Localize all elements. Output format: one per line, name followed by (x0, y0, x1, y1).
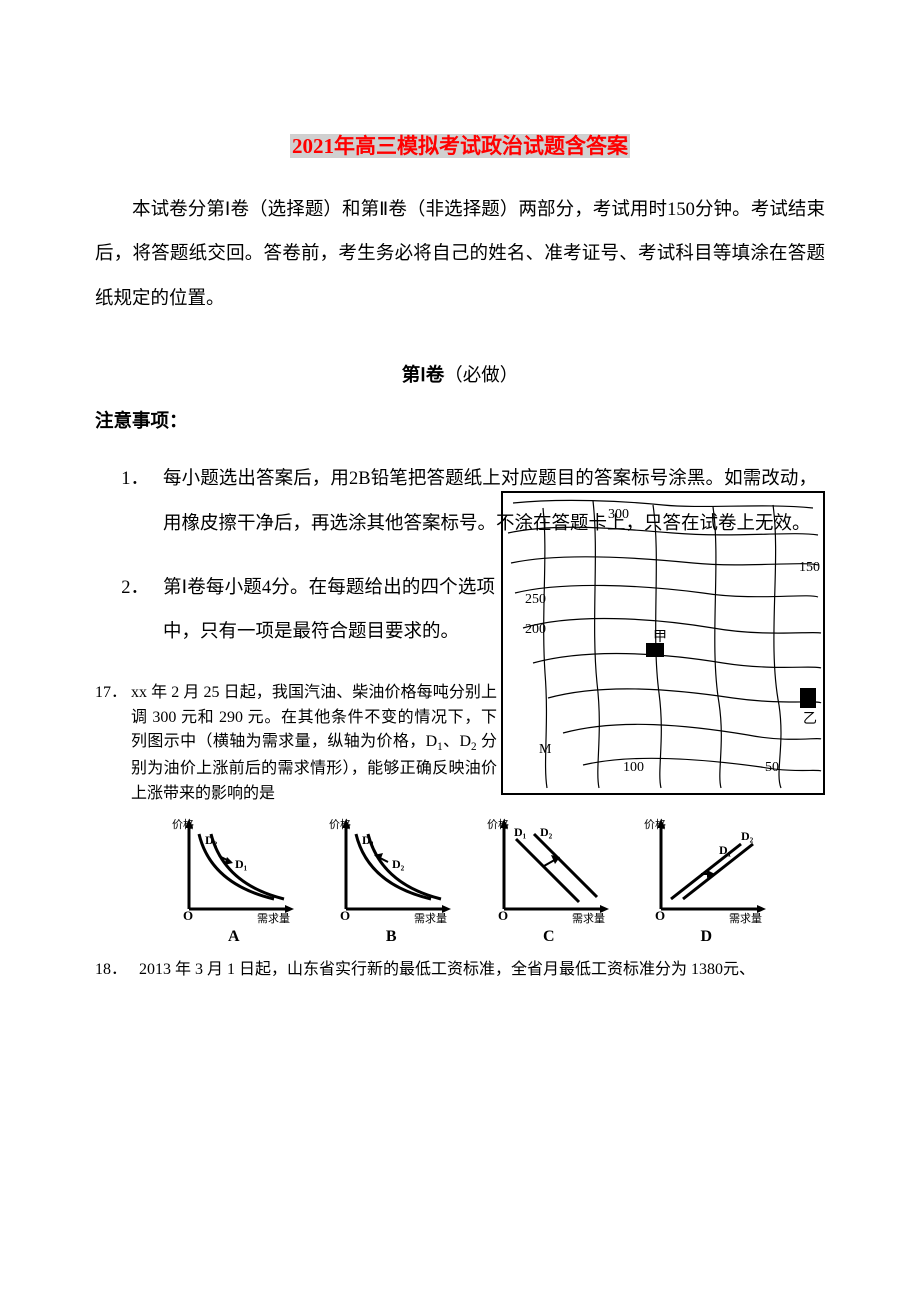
intro-paragraph: 本试卷分第Ⅰ卷（选择题）和第Ⅱ卷（非选择题）两部分，考试用时150分钟。考试结束… (95, 188, 825, 321)
svg-text:O: O (183, 908, 193, 923)
axis-label: 需求量 (729, 912, 762, 924)
title-container: 2021年高三模拟考试政治试题含答案 (95, 130, 825, 160)
svg-text:O: O (655, 908, 665, 923)
axis-label: 价格 (172, 817, 194, 831)
document-page: 2021年高三模拟考试政治试题含答案 本试卷分第Ⅰ卷（选择题）和第Ⅱ卷（非选择题… (0, 0, 920, 1023)
document-title: 2021年高三模拟考试政治试题含答案 (290, 134, 630, 158)
q17-row: 17． xx 年 2 月 25 日起，我国汽油、柴油价格每吨分别上调 300 元… (95, 491, 825, 807)
axis-label: 价格 (644, 817, 666, 831)
topo-label: 250 (525, 592, 546, 607)
q18-num: 18． (95, 958, 139, 983)
axis-label: 需求量 (414, 912, 447, 924)
curve-label: D₁ (719, 843, 732, 857)
topo-label: 乙 (803, 711, 817, 727)
q17-body: xx 年 2 月 25 日起，我国汽油、柴油价格每吨分别上调 300 元和 29… (131, 681, 497, 807)
curve-label: D₁ (514, 825, 527, 839)
q17-text-col: 17． xx 年 2 月 25 日起，我国汽油、柴油价格每吨分别上调 300 元… (95, 491, 497, 807)
option-label: C (479, 928, 619, 946)
topo-label: 50 (765, 760, 779, 775)
q17: 17． xx 年 2 月 25 日起，我国汽油、柴油价格每吨分别上调 300 元… (95, 681, 497, 807)
axis-label: 价格 (329, 817, 351, 831)
svg-text:O: O (498, 908, 508, 923)
chart-c: 价格 需求量 D₂ D₁ O C (479, 814, 619, 946)
axis-label: 需求量 (257, 912, 290, 924)
option-label: A (164, 928, 304, 946)
section-main: 第Ⅰ卷 (402, 366, 444, 386)
axis-label: 价格 (487, 817, 509, 831)
topographic-map: 300 250 200 甲 乙 M 100 50 150 (501, 491, 825, 795)
axis-label: 需求量 (572, 912, 605, 924)
topo-label: M (539, 742, 552, 757)
topo-label: 甲 (653, 630, 667, 645)
curve-label: D₂ (205, 833, 218, 847)
curve-label: D₂ (741, 829, 754, 843)
option-label: B (321, 928, 461, 946)
svg-text:O: O (340, 908, 350, 923)
chart-d: 价格 需求量 D₂ D₁ O D (636, 814, 776, 946)
q18: 18． 2013 年 3 月 1 日起，山东省实行新的最低工资标准，全省月最低工… (95, 958, 825, 983)
notice-label: 注意事项： (95, 407, 825, 433)
topo-marker (646, 643, 664, 657)
curve-label: D₂ (392, 857, 405, 871)
chart-options: 价格 需求量 D₂ D₁ O A 价格 需求量 D₁ D₂ (155, 814, 785, 946)
q17-seg: 、D (443, 733, 471, 750)
section-sub: （必做） (444, 366, 518, 386)
q17-num: 17． (95, 681, 131, 706)
topo-label: 100 (623, 760, 644, 775)
topo-svg: 300 250 200 甲 乙 M 100 50 150 (503, 493, 823, 793)
chart-a: 价格 需求量 D₂ D₁ O A (164, 814, 304, 946)
topo-label: 200 (525, 622, 546, 637)
topo-label: 150 (799, 560, 820, 575)
topo-marker (800, 688, 816, 708)
section-header: 第Ⅰ卷（必做） (95, 361, 825, 387)
q18-body: 2013 年 3 月 1 日起，山东省实行新的最低工资标准，全省月最低工资标准分… (139, 958, 825, 983)
curve-label: D₁ (362, 833, 375, 847)
option-label: D (636, 928, 776, 946)
curve-label: D₁ (235, 857, 248, 871)
chart-b: 价格 需求量 D₁ D₂ O B (321, 814, 461, 946)
topo-label: 300 (608, 507, 629, 522)
curve-label: D₂ (540, 825, 553, 839)
